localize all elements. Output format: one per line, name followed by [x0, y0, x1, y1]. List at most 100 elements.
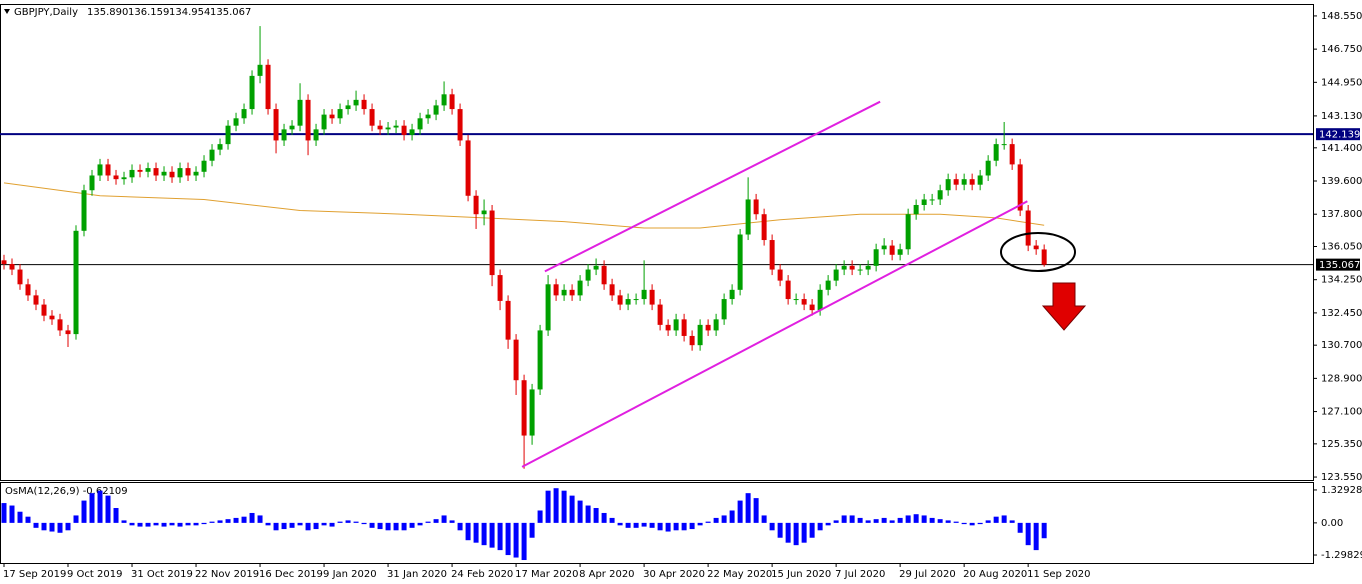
- x-tick-label: 15 Jun 2020: [771, 569, 831, 580]
- candle-body: [601, 265, 607, 285]
- osma-bar: [89, 493, 95, 523]
- osma-bar: [489, 522, 495, 548]
- candle-body: [1009, 144, 1015, 165]
- candle-body: [137, 169, 143, 172]
- y-tick-label: 1.32928: [1321, 485, 1362, 496]
- candle-body: [769, 240, 775, 270]
- y-tick-label: 0.00: [1321, 518, 1343, 529]
- osma-bar: [161, 522, 167, 527]
- candle-body: [937, 190, 943, 200]
- osma-bar: [833, 520, 839, 523]
- candle-body: [913, 204, 919, 215]
- osma-bar: [673, 522, 679, 531]
- candle-body: [329, 114, 335, 119]
- candle-body: [593, 265, 599, 270]
- candle-body: [985, 160, 991, 176]
- candle-body: [417, 118, 423, 130]
- chart-title: GBPJPY,Daily: [14, 7, 78, 18]
- candle-body: [433, 105, 439, 115]
- osma-bar: [761, 515, 767, 523]
- osma-bar: [121, 520, 127, 523]
- osma-bar: [41, 522, 47, 531]
- y-tick-label: 134.250: [1321, 275, 1362, 286]
- osma-bar: [865, 520, 871, 523]
- main-panel: [0, 4, 1314, 481]
- osma-bar: [817, 522, 823, 531]
- candle-body: [897, 249, 903, 255]
- osma-bar: [425, 521, 431, 523]
- osma-bar: [537, 510, 543, 523]
- osma-bar: [801, 522, 807, 543]
- candle-body: [113, 175, 119, 180]
- osma-bar: [105, 495, 111, 523]
- price-label: 142.139: [1319, 130, 1360, 141]
- candle-body: [385, 127, 391, 130]
- osma-bar: [457, 522, 463, 531]
- osma-bar: [345, 520, 351, 523]
- candle-body: [945, 179, 951, 191]
- osma-bar: [921, 515, 927, 523]
- osma-bar: [9, 505, 15, 523]
- osma-bar: [417, 522, 423, 526]
- x-tick-label: 17 Sep 2019: [3, 569, 66, 580]
- y-tick-label: 128.900: [1321, 373, 1362, 384]
- candle-body: [161, 171, 167, 176]
- candle-body: [25, 284, 31, 296]
- candle-body: [169, 171, 175, 178]
- candle-body: [345, 105, 351, 110]
- x-tick-label: 22 Nov 2019: [195, 569, 259, 580]
- candle-body: [1017, 164, 1023, 211]
- price-label: 135.067: [1319, 260, 1360, 271]
- candle-body: [1025, 210, 1031, 246]
- osma-bar: [441, 515, 447, 523]
- osma-bar: [825, 522, 831, 526]
- osma-bar: [961, 522, 967, 525]
- candle-body: [225, 125, 231, 145]
- osma-bar: [361, 522, 367, 525]
- candle-body: [81, 190, 87, 231]
- osma-bar: [561, 490, 567, 523]
- moving-average: [3, 182, 1045, 229]
- candle-body: [353, 99, 359, 106]
- candle-body: [649, 289, 655, 305]
- candle-body: [425, 114, 431, 119]
- y-tick-label: 146.750: [1321, 44, 1362, 55]
- candle-body: [625, 299, 631, 305]
- candle-body: [545, 284, 551, 331]
- osma-bar: [209, 521, 215, 523]
- x-tick-label: 22 May 2020: [707, 569, 772, 580]
- osma-bar: [993, 516, 999, 523]
- price-label-box: [1316, 258, 1360, 271]
- candle-body: [465, 140, 471, 196]
- candle-body: [473, 195, 479, 215]
- osma-bar: [273, 522, 279, 531]
- osma-bar: [697, 522, 703, 526]
- osma-bar: [945, 520, 951, 523]
- candle-body: [641, 289, 647, 300]
- osma-bar: [905, 515, 911, 523]
- candle-body: [745, 199, 751, 235]
- candle-body: [777, 269, 783, 281]
- candle-body: [969, 179, 975, 185]
- candle-body: [377, 125, 383, 130]
- y-tick-label: 125.350: [1321, 439, 1362, 450]
- osma-bar: [777, 522, 783, 538]
- candle-body: [705, 324, 711, 331]
- osma-bar: [601, 512, 607, 523]
- candle-body: [41, 304, 47, 316]
- osma-bar: [49, 522, 55, 532]
- x-tick-label: 20 Aug 2020: [963, 569, 1027, 580]
- osma-bar: [929, 517, 935, 523]
- candle-body: [713, 319, 719, 331]
- osma-bar: [1025, 522, 1031, 546]
- candle-body: [737, 234, 743, 290]
- osma-bar: [233, 517, 239, 523]
- osma-bar: [153, 522, 159, 526]
- candle-body: [409, 129, 415, 135]
- osma-bar: [649, 522, 655, 528]
- y-tick-label: 139.600: [1321, 176, 1362, 187]
- osma-bar: [57, 522, 63, 533]
- x-tick-label: 9 Oct 2019: [67, 569, 122, 580]
- osma-bar: [1033, 522, 1039, 551]
- osma-bar: [369, 522, 375, 528]
